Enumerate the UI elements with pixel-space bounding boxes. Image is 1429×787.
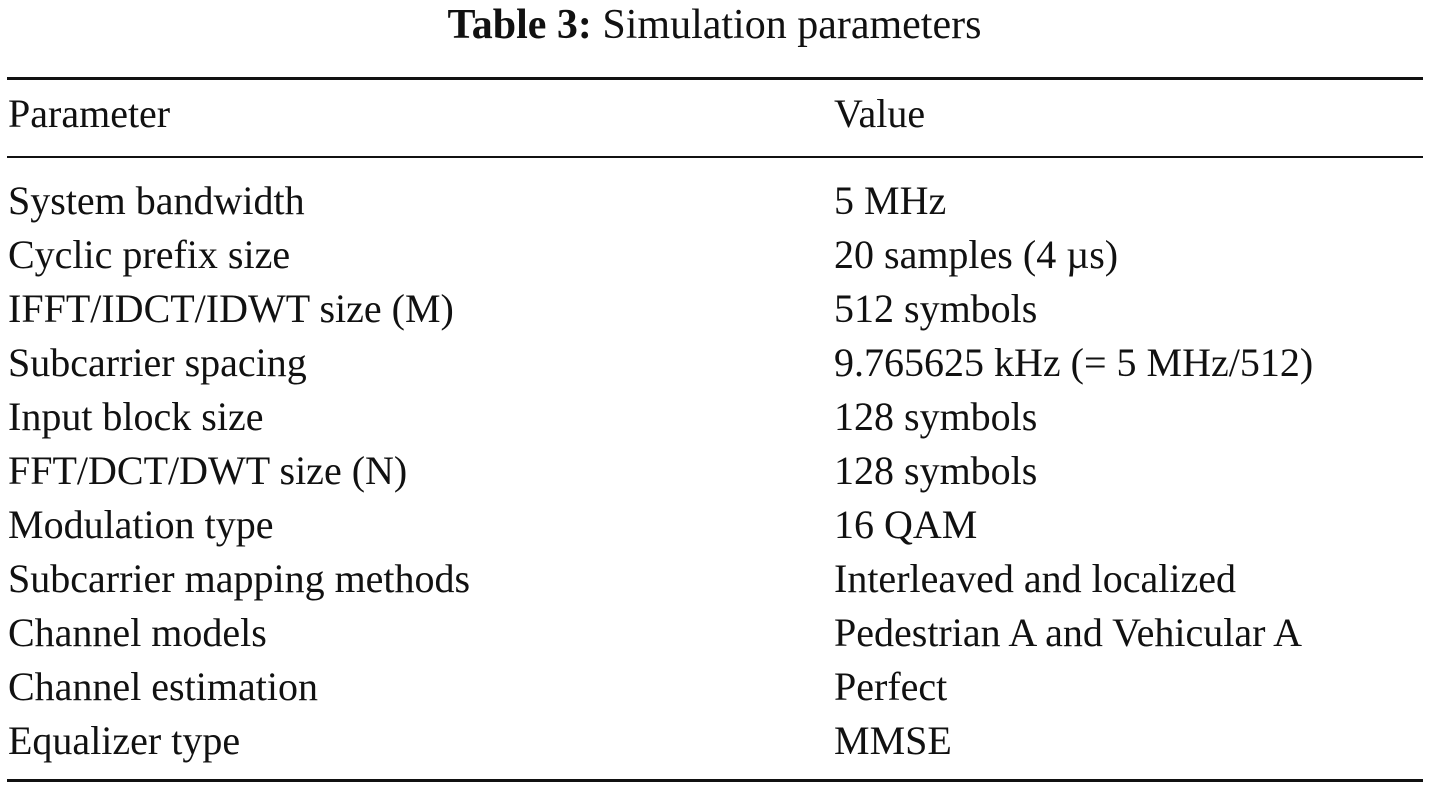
table-row: FFT/DCT/DWT size (N) 128 symbols xyxy=(0,446,1429,500)
table-header-rule xyxy=(7,156,1423,158)
table-row: Equalizer type MMSE xyxy=(0,716,1429,770)
row-parameter: Cyclic prefix size xyxy=(8,232,291,277)
row-value: 128 symbols xyxy=(834,448,1038,493)
row-parameter: Modulation type xyxy=(8,502,274,547)
row-parameter: Subcarrier mapping methods xyxy=(8,556,471,601)
table-caption-title: Simulation parameters xyxy=(602,2,982,48)
row-parameter: Input block size xyxy=(8,394,264,439)
table-top-rule xyxy=(7,77,1423,80)
table-row: Cyclic prefix size 20 samples (4 µs) xyxy=(0,230,1429,284)
table-caption-label: Table 3: xyxy=(447,2,592,48)
row-parameter: Subcarrier spacing xyxy=(8,340,307,385)
row-parameter: FFT/DCT/DWT size (N) xyxy=(8,448,408,493)
row-value: Perfect xyxy=(834,664,948,709)
table-row: Channel estimation Perfect xyxy=(0,662,1429,716)
table-header-row: Parameter Value xyxy=(0,90,1429,138)
row-parameter: Equalizer type xyxy=(8,718,241,763)
table-row: Modulation type 16 QAM xyxy=(0,500,1429,554)
table-bottom-rule xyxy=(7,779,1423,782)
row-value: 16 QAM xyxy=(834,502,978,547)
table-row: Channel models Pedestrian A and Vehicular… xyxy=(0,608,1429,662)
row-value: 9.765625 kHz (= 5 MHz/512) xyxy=(834,340,1314,385)
row-value: 128 symbols xyxy=(834,394,1038,439)
table-body: System bandwidth 5 MHz Cyclic prefix size 2… xyxy=(0,176,1429,770)
table-row: Input block size 128 symbols xyxy=(0,392,1429,446)
row-value: 5 MHz xyxy=(834,178,947,223)
header-parameter: Parameter xyxy=(8,91,171,136)
table-row: IFFT/IDCT/IDWT size (M) 512 symbols xyxy=(0,284,1429,338)
row-parameter: IFFT/IDCT/IDWT size (M) xyxy=(8,286,454,331)
header-value: Value xyxy=(834,91,926,136)
row-value: MMSE xyxy=(834,718,952,763)
row-value: 512 symbols xyxy=(834,286,1038,331)
table-row: Subcarrier spacing 9.765625 kHz (= 5 MHz/… xyxy=(0,338,1429,392)
table-row: System bandwidth 5 MHz xyxy=(0,176,1429,230)
row-value: Interleaved and localized xyxy=(834,556,1236,601)
row-value: 20 samples (4 µs) xyxy=(834,232,1119,277)
row-parameter: System bandwidth xyxy=(8,178,305,223)
row-parameter: Channel estimation xyxy=(8,664,318,709)
row-parameter: Channel models xyxy=(8,610,267,655)
table-row: Subcarrier mapping methods Interleaved an… xyxy=(0,554,1429,608)
row-value: Pedestrian A and Vehicular A xyxy=(834,610,1303,655)
table-caption: Table 3: Simulation parameters xyxy=(0,0,1429,54)
